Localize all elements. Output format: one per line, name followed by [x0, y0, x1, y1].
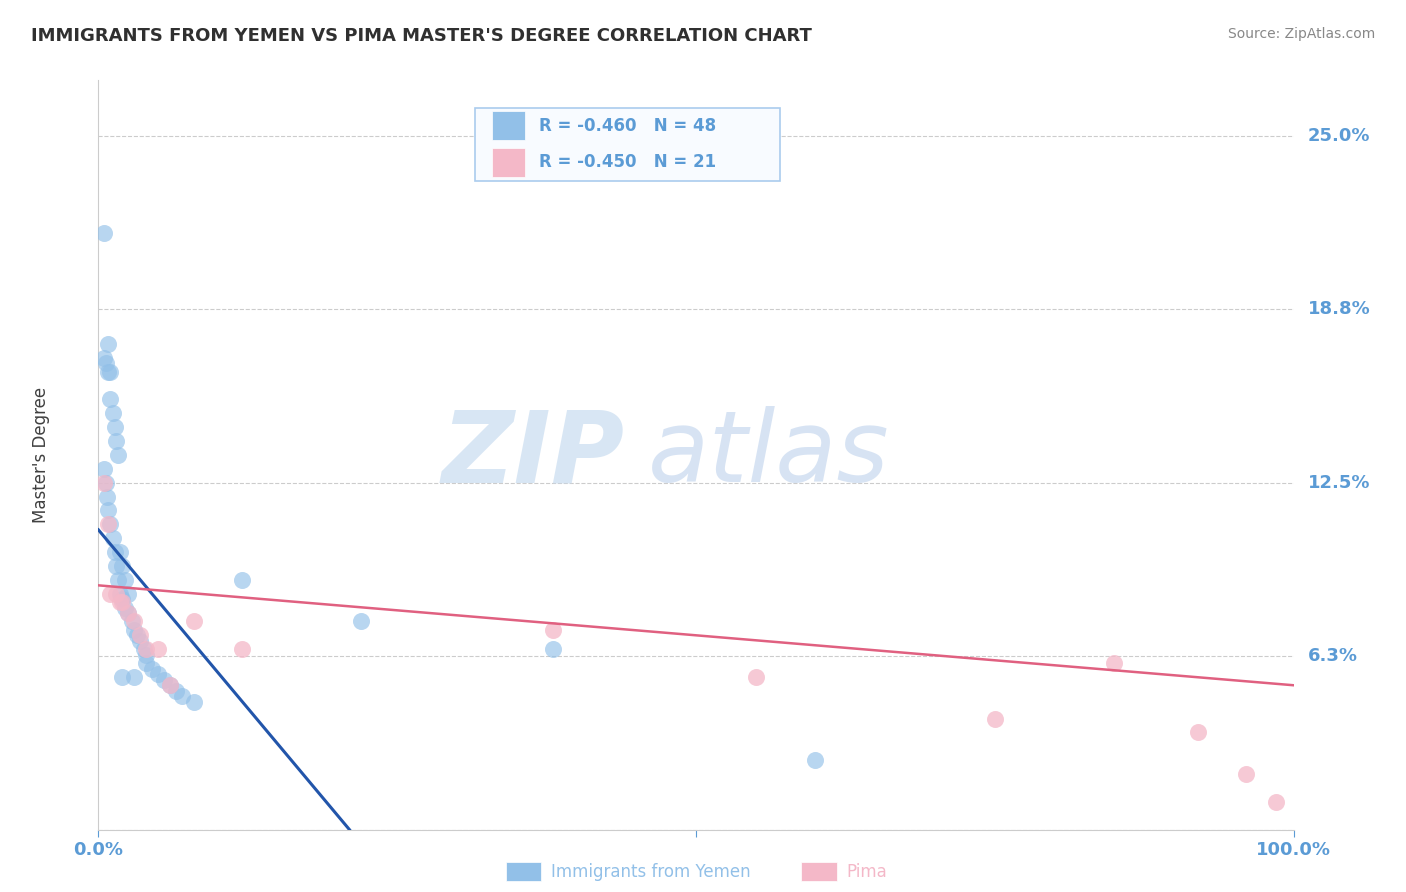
Text: Pima: Pima	[846, 863, 887, 881]
Text: R = -0.460   N = 48: R = -0.460 N = 48	[540, 117, 717, 135]
Point	[141, 662, 163, 676]
Point	[541, 642, 564, 657]
Point	[135, 642, 157, 657]
Point	[1234, 767, 1257, 781]
Point	[984, 712, 1007, 726]
Point	[98, 587, 122, 601]
Point	[114, 600, 136, 615]
Point	[148, 667, 170, 681]
Point	[94, 356, 117, 370]
Point	[107, 573, 129, 587]
Text: 25.0%: 25.0%	[1308, 127, 1371, 145]
Point	[124, 623, 146, 637]
Point	[104, 545, 127, 559]
Point	[350, 615, 373, 629]
Point	[108, 545, 131, 559]
Point	[541, 623, 564, 637]
Point	[107, 448, 129, 462]
Point	[165, 683, 187, 698]
Point	[117, 606, 139, 620]
Point	[111, 558, 134, 573]
Point	[183, 695, 205, 709]
Point	[105, 587, 128, 601]
Text: 12.5%: 12.5%	[1308, 474, 1371, 491]
Point	[97, 517, 120, 532]
Point	[93, 226, 115, 240]
Point	[148, 642, 170, 657]
Point	[96, 490, 118, 504]
Point	[172, 690, 194, 704]
Point	[93, 475, 115, 490]
Point	[97, 503, 120, 517]
Point	[745, 670, 768, 684]
Point	[105, 558, 128, 573]
Point	[124, 615, 146, 629]
Text: Master's Degree: Master's Degree	[32, 387, 51, 523]
Point	[111, 595, 134, 609]
Text: IMMIGRANTS FROM YEMEN VS PIMA MASTER'S DEGREE CORRELATION CHART: IMMIGRANTS FROM YEMEN VS PIMA MASTER'S D…	[31, 27, 811, 45]
Point	[93, 462, 115, 476]
Point	[97, 365, 120, 379]
Point	[93, 351, 115, 365]
Point	[129, 633, 152, 648]
Point	[153, 673, 176, 687]
Point	[108, 595, 131, 609]
Point	[117, 606, 139, 620]
Point	[105, 434, 128, 448]
Point	[97, 337, 120, 351]
Point	[132, 642, 155, 657]
Point	[135, 648, 157, 662]
Point	[1104, 656, 1126, 670]
Point	[1264, 795, 1286, 809]
Text: R = -0.450   N = 21: R = -0.450 N = 21	[540, 153, 717, 171]
Point	[125, 628, 148, 642]
Point	[101, 531, 124, 545]
Point	[159, 678, 181, 692]
Text: Source: ZipAtlas.com: Source: ZipAtlas.com	[1227, 27, 1375, 41]
Text: ZIP: ZIP	[441, 407, 624, 503]
Point	[121, 615, 143, 629]
Text: 18.8%: 18.8%	[1308, 301, 1371, 318]
Point	[98, 392, 122, 407]
Point	[1187, 725, 1209, 739]
Text: atlas: atlas	[648, 407, 890, 503]
Point	[111, 592, 134, 607]
Point	[804, 753, 827, 767]
Point	[94, 475, 117, 490]
Point	[108, 587, 131, 601]
Point	[124, 670, 146, 684]
Point	[135, 656, 157, 670]
Point	[231, 642, 253, 657]
Point	[159, 678, 181, 692]
Point	[98, 365, 122, 379]
Bar	[492, 148, 524, 177]
Text: Immigrants from Yemen: Immigrants from Yemen	[551, 863, 751, 881]
Point	[98, 517, 122, 532]
Point	[183, 615, 205, 629]
Point	[114, 573, 136, 587]
Point	[117, 587, 139, 601]
Point	[104, 420, 127, 434]
Point	[231, 573, 253, 587]
Point	[111, 670, 134, 684]
Point	[101, 406, 124, 420]
Text: 6.3%: 6.3%	[1308, 647, 1358, 665]
Bar	[492, 112, 524, 140]
Point	[129, 628, 152, 642]
FancyBboxPatch shape	[475, 108, 780, 181]
